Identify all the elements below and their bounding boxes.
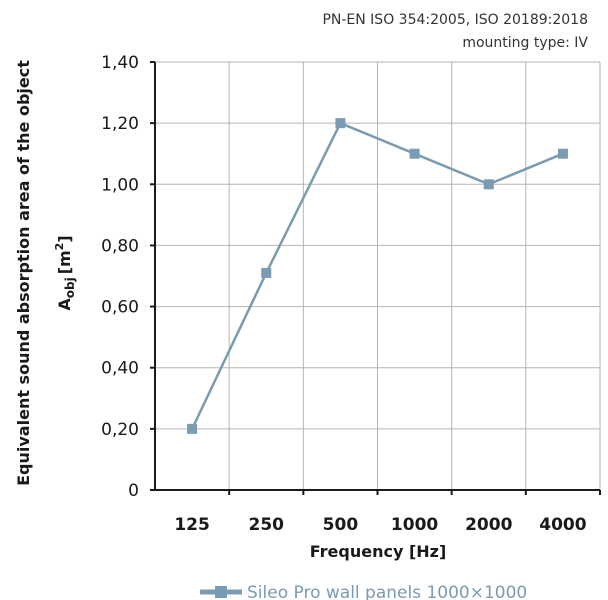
data-point-marker [557, 148, 568, 159]
standard-note: PN-EN ISO 354:2005, ISO 20189:2018 [322, 12, 588, 28]
y-axis-unit-end: ] [55, 235, 74, 242]
data-point-marker [409, 148, 420, 159]
y-tick-label: 1,00 [101, 175, 139, 195]
y-tick-label: 0 [128, 481, 139, 501]
series-line [190, 121, 564, 430]
x-tick-label: 1000 [391, 515, 438, 535]
x-axis-title: Frequency [Hz] [310, 542, 447, 561]
y-tick-label: 1,40 [101, 53, 139, 73]
y-tick-label: 1,20 [101, 114, 139, 134]
y-tick-labels: 0 0,20 0,40 0,60 0,80 1,00 1,20 1,40 [101, 53, 139, 501]
y-axis-title-line1: Equivalent sound absorption area of the … [14, 60, 33, 486]
x-tick-label: 125 [174, 515, 210, 535]
y-axis-superscript: 2 [53, 243, 66, 251]
series [187, 118, 568, 434]
y-axis-symbol: A [55, 298, 74, 311]
y-tick-label: 0,20 [101, 420, 139, 440]
y-axis-unit: [m [55, 250, 74, 274]
y-tick-label: 0,60 [101, 298, 139, 318]
data-point-marker [187, 423, 198, 434]
y-tick-label: 0,40 [101, 359, 139, 379]
x-tick-label: 4000 [539, 515, 586, 535]
data-point-marker [335, 118, 346, 129]
grid [155, 61, 601, 490]
mounting-note: mounting type: IV [462, 35, 588, 51]
data-point-marker [483, 179, 494, 190]
x-tick-label: 250 [249, 515, 285, 535]
data-point-marker [261, 267, 272, 278]
x-tick-label: 2000 [465, 515, 512, 535]
x-tick-label: 500 [323, 515, 359, 535]
legend: Sileo Pro wall panels 1000×1000 [200, 583, 527, 600]
axes [150, 61, 601, 495]
x-tick-labels: 125 250 500 1000 2000 4000 [174, 515, 586, 535]
y-tick-label: 0,80 [101, 236, 139, 256]
y-axis-subscript: obj [63, 277, 77, 298]
y-axis-title-line2: Aobj [m2] [53, 235, 77, 310]
legend-square-marker [215, 586, 227, 598]
legend-label: Sileo Pro wall panels 1000×1000 [247, 583, 527, 600]
